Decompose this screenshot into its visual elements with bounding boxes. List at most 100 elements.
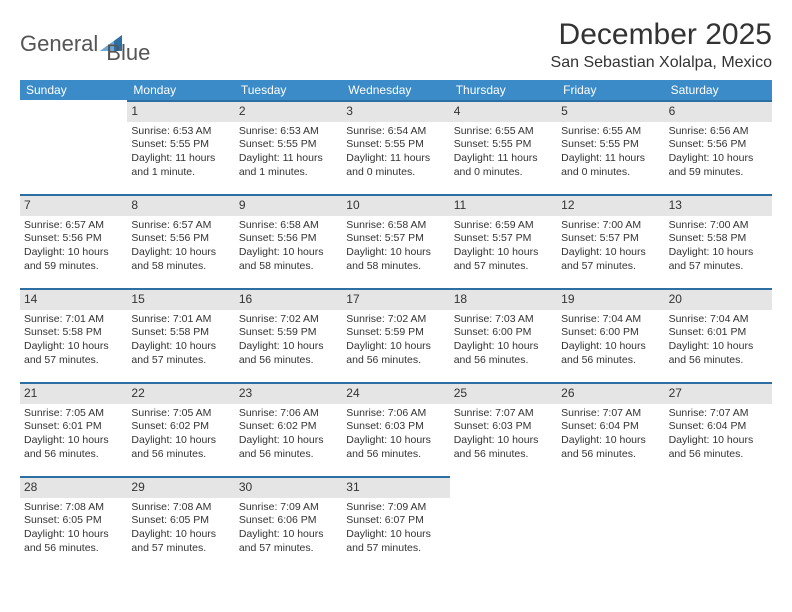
daylight-line: Daylight: 10 hours and 58 minutes. <box>346 246 445 273</box>
day-number: 11 <box>450 194 557 216</box>
sunrise-line: Sunrise: 7:01 AM <box>24 313 123 327</box>
day-number: 7 <box>20 194 127 216</box>
day-info: Sunrise: 7:00 AMSunset: 5:58 PMDaylight:… <box>669 219 768 274</box>
daylight-line: Daylight: 10 hours and 58 minutes. <box>131 246 230 273</box>
day-number: 24 <box>342 382 449 404</box>
weekday-header: Thursday <box>450 80 557 100</box>
day-number: 30 <box>235 476 342 498</box>
daylight-line: Daylight: 10 hours and 56 minutes. <box>561 434 660 461</box>
sunset-line: Sunset: 5:55 PM <box>131 138 230 152</box>
calendar-cell: 29Sunrise: 7:08 AMSunset: 6:05 PMDayligh… <box>127 476 234 570</box>
day-info: Sunrise: 6:53 AMSunset: 5:55 PMDaylight:… <box>239 125 338 180</box>
day-info: Sunrise: 6:55 AMSunset: 5:55 PMDaylight:… <box>561 125 660 180</box>
daylight-line: Daylight: 10 hours and 57 minutes. <box>239 528 338 555</box>
day-number: 15 <box>127 288 234 310</box>
day-number: 1 <box>127 100 234 122</box>
calendar-cell <box>665 476 772 570</box>
day-info: Sunrise: 7:05 AMSunset: 6:01 PMDaylight:… <box>24 407 123 462</box>
sunrise-line: Sunrise: 6:55 AM <box>561 125 660 139</box>
calendar-cell: 11 Sunrise: 6:59 AMSunset: 5:57 PMDayligh… <box>450 194 557 288</box>
calendar-cell: 5Sunrise: 6:55 AMSunset: 5:55 PMDaylight… <box>557 100 664 194</box>
day-number: 3 <box>342 100 449 122</box>
daylight-line: Daylight: 10 hours and 57 minutes. <box>131 340 230 367</box>
day-info: Sunrise: 7:05 AMSunset: 6:02 PMDaylight:… <box>131 407 230 462</box>
calendar-cell: 16 Sunrise: 7:02 AMSunset: 5:59 PMDayligh… <box>235 288 342 382</box>
sunrise-line: Sunrise: 7:03 AM <box>454 313 553 327</box>
calendar-cell: 27Sunrise: 7:07 AMSunset: 6:04 PMDayligh… <box>665 382 772 476</box>
sunrise-line: Sunrise: 6:57 AM <box>24 219 123 233</box>
daylight-line: Daylight: 10 hours and 57 minutes. <box>131 528 230 555</box>
brand-logo: General Blue <box>20 18 150 66</box>
sunset-line: Sunset: 5:57 PM <box>346 232 445 246</box>
calendar-cell: 18Sunrise: 7:03 AMSunset: 6:00 PMDayligh… <box>450 288 557 382</box>
day-info: Sunrise: 6:53 AMSunset: 5:55 PMDaylight:… <box>131 125 230 180</box>
calendar-cell: 21Sunrise: 7:05 AMSunset: 6:01 PMDayligh… <box>20 382 127 476</box>
daylight-line: Daylight: 10 hours and 56 minutes. <box>239 340 338 367</box>
calendar-cell <box>557 476 664 570</box>
day-info: Sunrise: 6:59 AMSunset: 5:57 PMDaylight:… <box>454 219 553 274</box>
sunrise-line: Sunrise: 6:58 AM <box>239 219 338 233</box>
day-info: Sunrise: 6:55 AMSunset: 5:55 PMDaylight:… <box>454 125 553 180</box>
sunrise-line: Sunrise: 7:06 AM <box>346 407 445 421</box>
day-info: Sunrise: 7:02 AMSunset: 5:59 PMDaylight:… <box>346 313 445 368</box>
sunrise-line: Sunrise: 6:58 AM <box>346 219 445 233</box>
calendar-cell: 30 Sunrise: 7:09 AMSunset: 6:06 PMDayligh… <box>235 476 342 570</box>
calendar-cell: 15Sunrise: 7:01 AMSunset: 5:58 PMDayligh… <box>127 288 234 382</box>
day-info: Sunrise: 7:07 AMSunset: 6:03 PMDaylight:… <box>454 407 553 462</box>
sunrise-line: Sunrise: 7:05 AM <box>131 407 230 421</box>
daylight-line: Daylight: 10 hours and 56 minutes. <box>669 340 768 367</box>
sunset-line: Sunset: 6:00 PM <box>561 326 660 340</box>
weekday-header-row: SundayMondayTuesdayWednesdayThursdayFrid… <box>20 80 772 100</box>
calendar-cell <box>20 100 127 194</box>
daylight-line: Daylight: 10 hours and 57 minutes. <box>669 246 768 273</box>
daylight-line: Daylight: 11 hours and 1 minutes. <box>239 152 338 179</box>
day-number: 31 <box>342 476 449 498</box>
daylight-line: Daylight: 10 hours and 57 minutes. <box>346 528 445 555</box>
day-info: Sunrise: 7:09 AMSunset: 6:07 PMDaylight:… <box>346 501 445 556</box>
day-info: Sunrise: 6:54 AMSunset: 5:55 PMDaylight:… <box>346 125 445 180</box>
calendar-cell: 12Sunrise: 7:00 AMSunset: 5:57 PMDayligh… <box>557 194 664 288</box>
daylight-line: Daylight: 10 hours and 57 minutes. <box>561 246 660 273</box>
sunset-line: Sunset: 6:07 PM <box>346 514 445 528</box>
weekday-header: Friday <box>557 80 664 100</box>
daylight-line: Daylight: 10 hours and 56 minutes. <box>561 340 660 367</box>
daylight-line: Daylight: 11 hours and 0 minutes. <box>561 152 660 179</box>
sunrise-line: Sunrise: 7:09 AM <box>239 501 338 515</box>
sunset-line: Sunset: 5:58 PM <box>131 326 230 340</box>
calendar-cell: 2Sunrise: 6:53 AMSunset: 5:55 PMDaylight… <box>235 100 342 194</box>
sunrise-line: Sunrise: 7:02 AM <box>346 313 445 327</box>
title-block: December 2025 San Sebastian Xolalpa, Mex… <box>551 18 772 72</box>
day-info: Sunrise: 7:06 AMSunset: 6:03 PMDaylight:… <box>346 407 445 462</box>
sunset-line: Sunset: 5:55 PM <box>454 138 553 152</box>
page-subtitle: San Sebastian Xolalpa, Mexico <box>551 54 772 72</box>
day-number: 16 <box>235 288 342 310</box>
sunset-line: Sunset: 6:06 PM <box>239 514 338 528</box>
sunset-line: Sunset: 6:02 PM <box>239 420 338 434</box>
sunrise-line: Sunrise: 6:59 AM <box>454 219 553 233</box>
calendar-cell: 20Sunrise: 7:04 AMSunset: 6:01 PMDayligh… <box>665 288 772 382</box>
weekday-header: Sunday <box>20 80 127 100</box>
daylight-line: Daylight: 10 hours and 56 minutes. <box>669 434 768 461</box>
calendar-page: General Blue December 2025 San Sebastian… <box>0 0 792 570</box>
calendar-cell: 22Sunrise: 7:05 AMSunset: 6:02 PMDayligh… <box>127 382 234 476</box>
day-number: 14 <box>20 288 127 310</box>
sunset-line: Sunset: 6:01 PM <box>669 326 768 340</box>
day-number: 8 <box>127 194 234 216</box>
sunrise-line: Sunrise: 7:02 AM <box>239 313 338 327</box>
daylight-line: Daylight: 10 hours and 56 minutes. <box>131 434 230 461</box>
calendar-cell: 17 Sunrise: 7:02 AMSunset: 5:59 PMDayligh… <box>342 288 449 382</box>
sunrise-line: Sunrise: 7:05 AM <box>24 407 123 421</box>
day-info: Sunrise: 7:07 AMSunset: 6:04 PMDaylight:… <box>561 407 660 462</box>
weekday-header: Monday <box>127 80 234 100</box>
calendar-cell: 14Sunrise: 7:01 AMSunset: 5:58 PMDayligh… <box>20 288 127 382</box>
day-info: Sunrise: 7:02 AMSunset: 5:59 PMDaylight:… <box>239 313 338 368</box>
sunset-line: Sunset: 5:55 PM <box>346 138 445 152</box>
brand-name-part1: General <box>20 31 98 57</box>
sunset-line: Sunset: 5:56 PM <box>24 232 123 246</box>
day-number: 4 <box>450 100 557 122</box>
day-info: Sunrise: 7:06 AMSunset: 6:02 PMDaylight:… <box>239 407 338 462</box>
sunrise-line: Sunrise: 6:56 AM <box>669 125 768 139</box>
sunset-line: Sunset: 5:56 PM <box>131 232 230 246</box>
day-number: 17 <box>342 288 449 310</box>
sunset-line: Sunset: 6:04 PM <box>669 420 768 434</box>
